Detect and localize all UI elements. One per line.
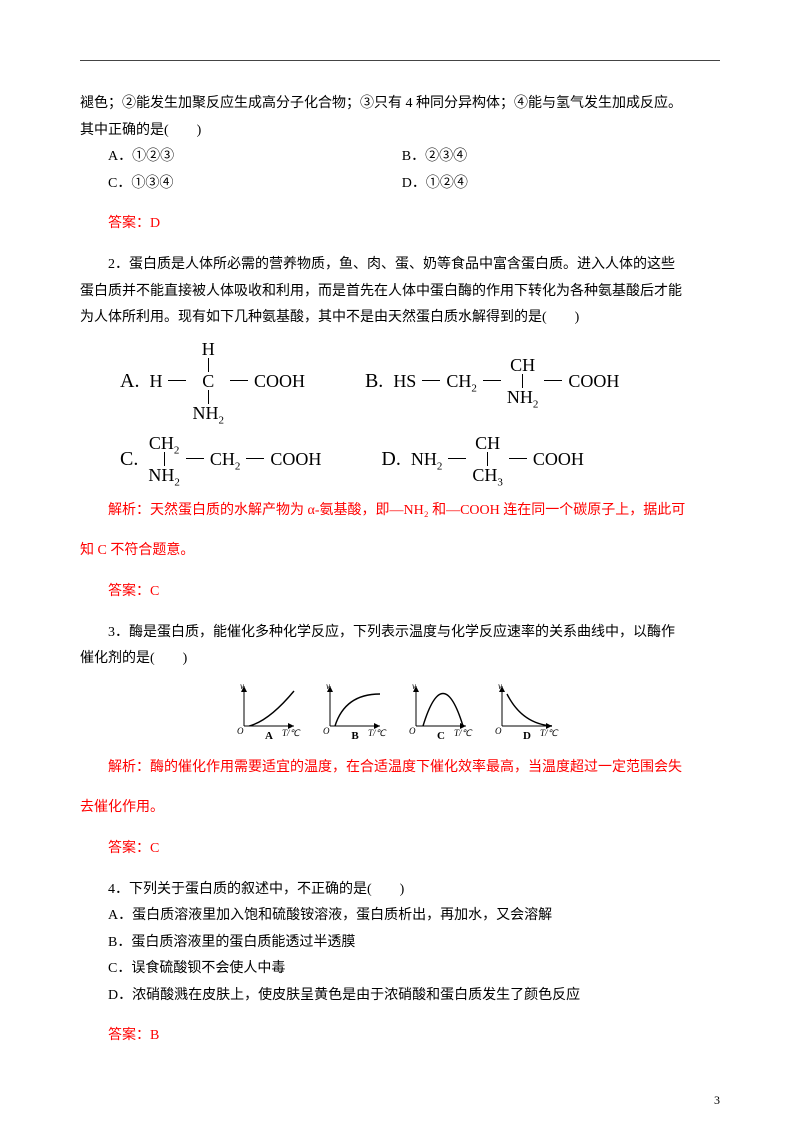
- q4-c: C．误食硫酸钡不会使人中毒: [80, 956, 720, 983]
- q4-a: A．蛋白质溶液里加入饱和硫酸铵溶液，蛋白质析出，再加水，又会溶解: [80, 903, 720, 930]
- q2-stem-3: 为人体所利用。现有如下几种氨基酸，其中不是由天然蛋白质水解得到的是( ): [80, 305, 720, 332]
- q3-stem-1: 3．酶是蛋白质，能催化多种化学反应，下列表示温度与化学反应速率的关系曲线中，以酶…: [80, 620, 720, 647]
- nh2-c: NH2: [148, 466, 180, 484]
- top-line-2: 其中正确的是( ): [80, 118, 720, 145]
- letter-a: A.: [120, 362, 139, 400]
- opt-d: D．①②④: [402, 171, 696, 198]
- cooh-a: COOH: [254, 364, 305, 398]
- svg-text:B: B: [351, 730, 359, 741]
- opt-a: A．①②③: [108, 144, 402, 171]
- ch-b: CH: [510, 356, 535, 374]
- structure-d: D. NH2 CH CH3 COOH: [381, 434, 583, 484]
- structure-a: A. H H C NH2 COOH: [120, 340, 305, 422]
- h-top: H: [202, 340, 215, 358]
- svg-text:D: D: [523, 730, 531, 741]
- svg-text:C: C: [437, 730, 445, 741]
- q2-stem-1: 2．蛋白质是人体所必需的营养物质，鱼、肉、蛋、奶等食品中富含蛋白质。进入人体的这…: [80, 252, 720, 279]
- q2-stem-2: 蛋白质并不能直接被人体吸收和利用，而是首先在人体中蛋白酶的作用下转化为各种氨基酸…: [80, 279, 720, 306]
- q2-explain-2: 知 C 不符合题意。: [80, 538, 720, 565]
- top-line-1: 褪色；②能发生加聚反应生成高分子化合物；③只有 4 种同分异构体；④能与氢气发生…: [80, 91, 720, 118]
- graph-d: v O T/℃ D: [492, 681, 566, 741]
- hs-b: HS: [393, 364, 416, 398]
- structure-b: B. HS CH2 CH NH2 COOH: [365, 356, 619, 406]
- svg-text:T/℃: T/℃: [454, 728, 473, 738]
- ch-d: CH: [475, 434, 500, 452]
- cooh-d: COOH: [533, 442, 584, 476]
- structures-block: A. H H C NH2 COOH B. HS CH2: [120, 340, 720, 484]
- opt-c: C．①③④: [108, 171, 402, 198]
- svg-text:T/℃: T/℃: [540, 728, 559, 738]
- q4-stem: 4．下列关于蛋白质的叙述中，不正确的是( ): [80, 877, 720, 904]
- q-top-options-row1: A．①②③ B．②③④: [108, 144, 720, 171]
- q3-graphs: v O T/℃ A v O T/℃ B v: [80, 681, 720, 741]
- q-top-options-row2: C．①③④ D．①②④: [108, 171, 720, 198]
- structure-c: C. CH2 NH2 CH2 COOH: [120, 434, 321, 484]
- q-top-answer: 答案：D: [80, 211, 720, 238]
- ch3-d: CH3: [472, 466, 503, 484]
- q3-answer: 答案：C: [80, 836, 720, 863]
- nh2-b: NH2: [507, 388, 539, 406]
- ch2-c2: CH2: [210, 442, 241, 476]
- cooh-b: COOH: [568, 364, 619, 398]
- svg-text:O: O: [237, 726, 244, 736]
- svg-text:A: A: [265, 730, 273, 741]
- q4-d: D．浓硝酸溅在皮肤上，使皮肤呈黄色是由于浓硝酸和蛋白质发生了颜色反应: [80, 983, 720, 1010]
- c-center: C: [202, 372, 214, 390]
- q4-answer: 答案：B: [80, 1023, 720, 1050]
- svg-text:T/℃: T/℃: [368, 728, 387, 738]
- page-number: 3: [714, 1093, 720, 1108]
- letter-c: C.: [120, 440, 138, 478]
- svg-text:O: O: [323, 726, 330, 736]
- q2-answer: 答案：C: [80, 579, 720, 606]
- nh2-d: NH2: [411, 442, 443, 476]
- nh2-a: NH2: [192, 404, 224, 422]
- q3-stem-2: 催化剂的是( ): [80, 646, 720, 673]
- ch2-b: CH2: [446, 364, 477, 398]
- letter-b: B.: [365, 362, 383, 400]
- svg-text:O: O: [495, 726, 502, 736]
- q3-explain-1: 解析：酶的催化作用需要适宜的温度，在合适温度下催化效率最高，当温度超过一定范围会…: [80, 755, 720, 782]
- q3-explain-2: 去催化作用。: [80, 795, 720, 822]
- graph-b: v O T/℃ B: [320, 681, 394, 741]
- q4-b: B．蛋白质溶液里的蛋白质能透过半透膜: [80, 930, 720, 957]
- cooh-c: COOH: [270, 442, 321, 476]
- opt-b: B．②③④: [402, 144, 696, 171]
- graph-a: v O T/℃ A: [234, 681, 308, 741]
- graph-c: v O T/℃ C: [406, 681, 480, 741]
- letter-d: D.: [381, 440, 400, 478]
- svg-text:O: O: [409, 726, 416, 736]
- h-left: H: [149, 364, 162, 398]
- svg-text:T/℃: T/℃: [282, 728, 301, 738]
- ch2-c1: CH2: [149, 434, 180, 452]
- q2-explain-1: 解析：天然蛋白质的水解产物为 α‑氨基酸，即—NH₂ 和—COOH 连在同一个碳…: [80, 498, 720, 525]
